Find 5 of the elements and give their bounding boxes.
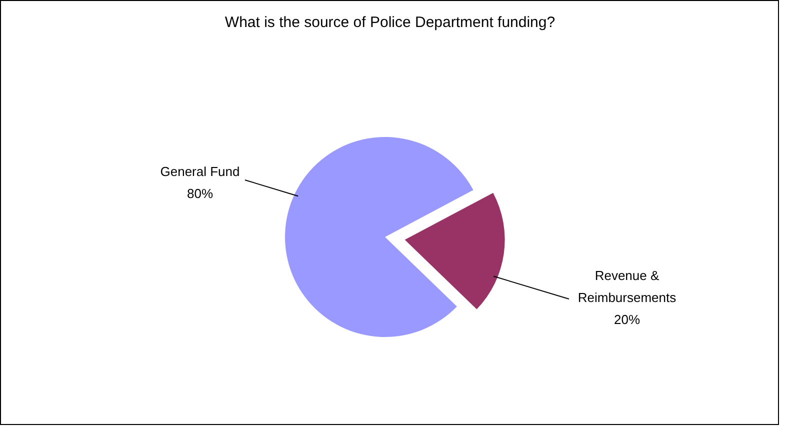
- chart-title: What is the source of Police Department funding?: [224, 14, 556, 31]
- data-label: 80%: [186, 186, 214, 201]
- slice-label: Revenue & Reimbursements: [578, 268, 677, 305]
- slice-label: General Fund: [160, 164, 240, 179]
- data-label: 20%: [614, 312, 640, 327]
